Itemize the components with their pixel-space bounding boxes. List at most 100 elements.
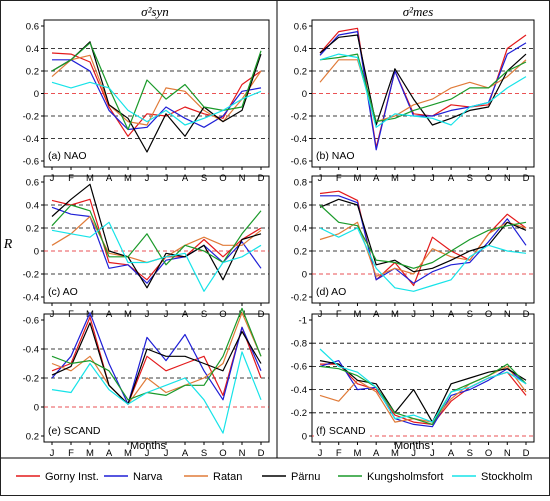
series-line-narva bbox=[319, 31, 527, 151]
panel-label-bg bbox=[314, 285, 370, 298]
x-tick-label: F bbox=[336, 173, 342, 184]
series-line-kungsholmsfort bbox=[319, 53, 527, 123]
x-tick-label: O bbox=[485, 448, 492, 459]
series-line-gorny-inst- bbox=[51, 316, 262, 405]
x-tick-label: D bbox=[258, 173, 265, 184]
y-tick-label: -0.4 bbox=[23, 344, 39, 355]
y-tick-label: 0.2 bbox=[26, 223, 39, 234]
legend-label: Stockholm bbox=[481, 471, 532, 483]
x-tick-label: J bbox=[145, 448, 150, 459]
x-tick-label: M bbox=[86, 448, 94, 459]
x-tick-label: A bbox=[373, 173, 380, 184]
y-tick-label: 0.2 bbox=[294, 66, 307, 77]
y-tick-label: -0.6 bbox=[23, 156, 39, 167]
x-tick-label: A bbox=[106, 173, 113, 184]
series-line-stockholm bbox=[51, 81, 262, 126]
y-tick-label: -0.4 bbox=[23, 292, 39, 303]
y-tick-label: -0.4 bbox=[291, 134, 307, 145]
y-tick-label: 0.6 bbox=[26, 21, 39, 32]
x-tick-label: O bbox=[219, 173, 226, 184]
y-tick-label: -0.2 bbox=[291, 111, 307, 122]
panel-label-bg bbox=[46, 424, 102, 437]
panel-label-bg bbox=[46, 149, 102, 162]
series-line-gorny-inst- bbox=[51, 198, 262, 281]
x-tick-label: A bbox=[448, 448, 455, 459]
x-tick-label: S bbox=[467, 448, 473, 459]
series-line-ratan bbox=[51, 312, 262, 405]
legend-label: Ratan bbox=[213, 471, 242, 483]
series-line-kungsholmsfort bbox=[51, 42, 262, 131]
x-tick-label: M bbox=[391, 173, 399, 184]
x-tick-label: M bbox=[353, 173, 361, 184]
x-tick-label: A bbox=[373, 448, 380, 459]
x-tick-label: O bbox=[219, 448, 226, 459]
series-line-kungsholmsfort bbox=[51, 204, 262, 266]
y-tick-label: 0 bbox=[302, 89, 307, 100]
y-tick-label: -0.2 bbox=[291, 408, 307, 419]
x-tick-label: J bbox=[50, 173, 55, 184]
y-tick-label: 0.8 bbox=[294, 177, 307, 188]
series-line-kungsholmsfort bbox=[51, 307, 262, 401]
x-tick-label: J bbox=[411, 448, 416, 459]
series-line-narva bbox=[320, 195, 527, 284]
x-axis-label-right: Months bbox=[394, 440, 431, 452]
x-tick-label: D bbox=[523, 173, 530, 184]
x-tick-label: N bbox=[504, 448, 511, 459]
legend-label: Pärnu bbox=[291, 471, 320, 483]
y-tick-label: -0.4 bbox=[23, 134, 39, 145]
legend-label: Gorny Inst. bbox=[45, 471, 99, 483]
y-tick-label: -1 bbox=[299, 315, 307, 326]
x-tick-label: J bbox=[318, 448, 323, 459]
y-tick-label: -0.6 bbox=[291, 156, 307, 167]
series-line-ratan bbox=[51, 54, 262, 126]
y-tick-label: 0.4 bbox=[26, 200, 39, 211]
panel-f: -1-0.8-0.6-0.4-0.20J F M A M J J A S O N D(f) SCAND bbox=[291, 313, 535, 459]
panel-label-c: (c) AO bbox=[48, 286, 78, 298]
x-tick-label: N bbox=[504, 173, 511, 184]
series-line-kungsholmsfort bbox=[319, 204, 527, 269]
series-line-p-rnu bbox=[51, 183, 262, 289]
column-title-right: σ²mes bbox=[403, 4, 434, 19]
y-tick-label: -0.2 bbox=[23, 111, 39, 122]
y-tick-label: -0.8 bbox=[291, 339, 307, 350]
series-line-ratan bbox=[319, 59, 527, 123]
y-tick-label: 0 bbox=[34, 246, 39, 257]
x-tick-label: J bbox=[164, 173, 169, 184]
y-tick-label: -0.2 bbox=[23, 269, 39, 280]
x-tick-label: M bbox=[391, 448, 399, 459]
y-axis-label: R bbox=[3, 237, 13, 252]
series-line-stockholm bbox=[319, 53, 527, 128]
series-line-stockholm bbox=[51, 221, 262, 292]
y-tick-label: -0.6 bbox=[291, 362, 307, 373]
panel-label-bg bbox=[314, 424, 370, 437]
panels-group: 0.60.40.20-0.2-0.4-0.6J F M A M J J A S O N D(a) NA… bbox=[23, 19, 535, 459]
y-tick-label: 0 bbox=[34, 402, 39, 413]
x-tick-label: M bbox=[124, 173, 132, 184]
panel-e: -0.6-0.4-0.200.2J F M A M J J A S O N D(e) SCAND bbox=[23, 307, 270, 459]
y-tick-label: 0.6 bbox=[294, 200, 307, 211]
panel-b: 0.60.40.20-0.2-0.4-0.6J F M A M J J A S O N D(b) NA… bbox=[291, 19, 535, 184]
panel-frame-f bbox=[311, 313, 535, 443]
series-line-narva bbox=[319, 360, 527, 428]
x-tick-label: F bbox=[68, 173, 74, 184]
y-tick-label: -0.2 bbox=[23, 373, 39, 384]
x-tick-label: A bbox=[182, 448, 189, 459]
y-tick-label: 0.6 bbox=[26, 177, 39, 188]
x-tick-label: F bbox=[68, 448, 74, 459]
panel-label-bg bbox=[314, 149, 370, 162]
y-tick-label: 0 bbox=[34, 89, 39, 100]
y-tick-label: -0.2 bbox=[291, 292, 307, 303]
y-tick-label: 0.4 bbox=[294, 44, 307, 55]
y-tick-label: 0.6 bbox=[294, 21, 307, 32]
x-tick-label: J bbox=[164, 448, 169, 459]
x-tick-label: J bbox=[50, 448, 55, 459]
series-line-p-rnu bbox=[319, 198, 527, 273]
y-tick-label: -0.4 bbox=[291, 385, 307, 396]
y-tick-label: 0.2 bbox=[294, 246, 307, 257]
legend: Gorny Inst. Narva Ratan Pärnu Kungsholmsfort… bbox=[16, 471, 532, 483]
x-tick-label: M bbox=[353, 448, 361, 459]
y-tick-label: 0.4 bbox=[26, 44, 39, 55]
panel-frame-c bbox=[43, 175, 270, 304]
